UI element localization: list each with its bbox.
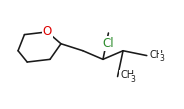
Text: CH: CH xyxy=(120,71,135,80)
Text: CH: CH xyxy=(150,49,164,60)
Text: 3: 3 xyxy=(130,75,135,84)
Text: O: O xyxy=(43,25,52,38)
Text: 3: 3 xyxy=(160,54,164,63)
Text: Cl: Cl xyxy=(103,37,114,50)
